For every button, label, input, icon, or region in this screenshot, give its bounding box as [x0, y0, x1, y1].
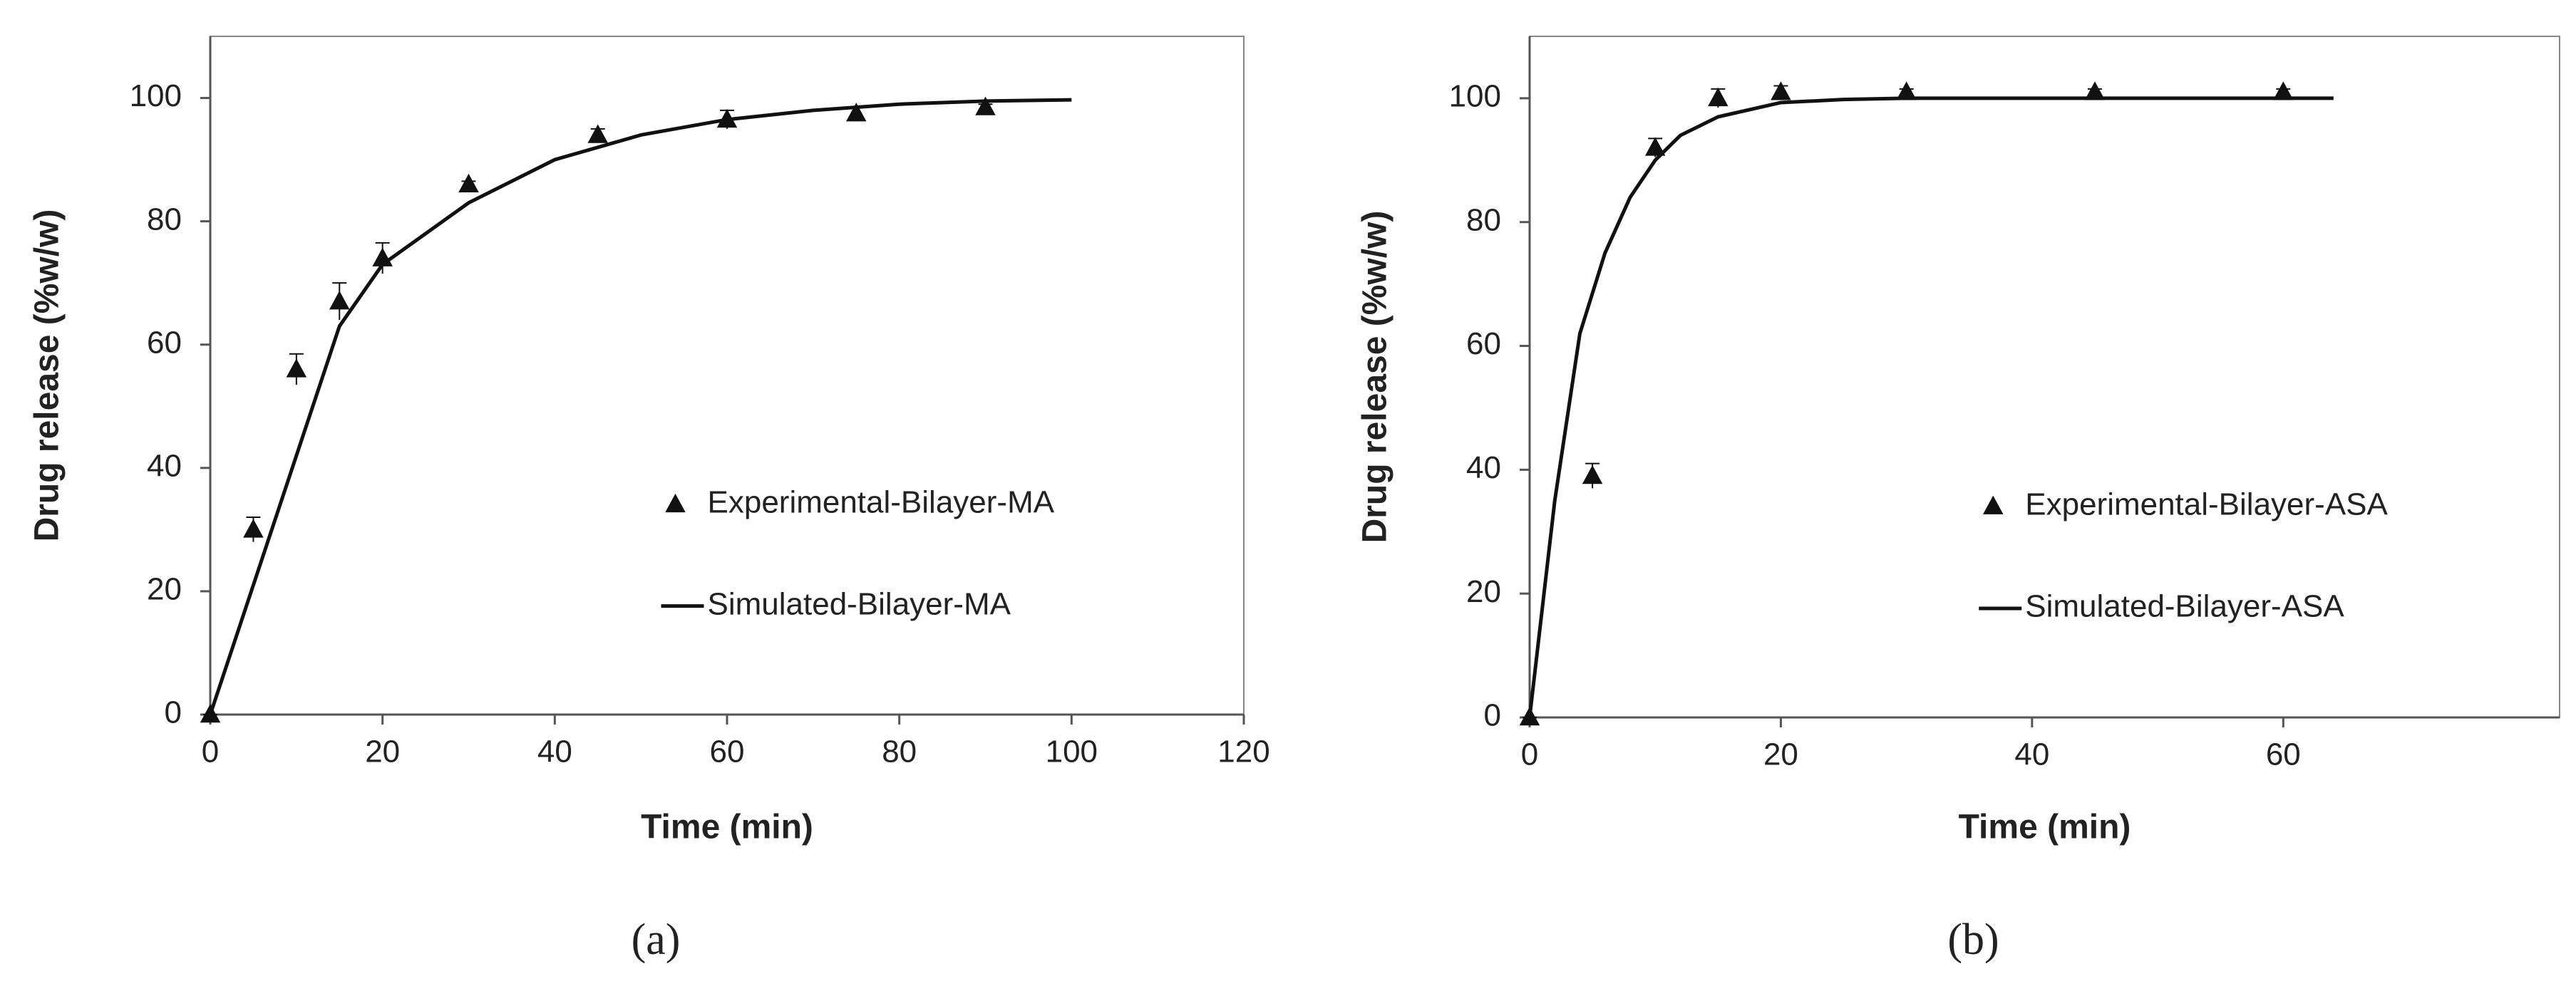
data-point — [1644, 137, 1666, 156]
legend-marker — [665, 493, 686, 513]
y-tick-label: 60 — [1466, 326, 1501, 361]
x-tick-label: 0 — [202, 735, 219, 769]
y-tick-label: 60 — [147, 325, 182, 360]
caption: (a) — [632, 915, 681, 964]
data-point — [329, 291, 350, 310]
x-tick-label: 100 — [1046, 735, 1098, 769]
x-tick-label: 60 — [710, 735, 745, 769]
x-tick-label: 0 — [1521, 737, 1538, 772]
data-point — [1771, 81, 1791, 100]
chart: 0 20 40 60 80 100 120 0 20 40 60 80 100 Time (min) Dru… — [29, 36, 1270, 964]
data-point — [1708, 87, 1729, 107]
y-axis-title: Drug release (%w/w) — [1356, 211, 1394, 544]
x-tick-label: 40 — [537, 735, 572, 769]
data-point — [2273, 81, 2294, 100]
data-point — [243, 519, 264, 538]
data-point — [975, 96, 996, 115]
y-tick-label: 40 — [1466, 450, 1501, 485]
data-point — [1582, 465, 1603, 484]
data-point — [587, 124, 608, 143]
legend-label: Simulated-Bilayer-ASA — [2025, 589, 2344, 624]
x-tick-label: 20 — [365, 735, 400, 769]
chart: 0 20 40 60 0 20 40 60 80 100 Time (min) Drug releas… — [1356, 36, 2560, 964]
y-tick-label: 20 — [147, 572, 182, 607]
y-tick-label: 100 — [130, 78, 182, 113]
y-tick-label: 0 — [165, 695, 182, 730]
x-tick-label: 80 — [882, 735, 917, 769]
y-tick-label: 40 — [147, 448, 182, 483]
data-point — [458, 173, 479, 192]
y-tick-label: 80 — [147, 202, 182, 237]
data-point — [1896, 81, 1917, 100]
y-tick-label: 20 — [1466, 574, 1501, 609]
legend-label: Experimental-Bilayer-ASA — [2025, 487, 2388, 522]
x-axis-title: Time (min) — [1959, 809, 2131, 846]
legend-label: Experimental-Bilayer-MA — [708, 485, 1055, 520]
data-point — [286, 358, 307, 378]
y-tick-label: 100 — [1449, 79, 1501, 114]
y-tick-label: 0 — [1484, 698, 1501, 733]
y-axis-title: Drug release (%w/w) — [29, 209, 66, 542]
legend-label: Simulated-Bilayer-MA — [708, 586, 1011, 621]
data-point — [2084, 81, 2106, 100]
series-line — [1527, 96, 2334, 718]
x-tick-label: 120 — [1217, 735, 1269, 769]
series-line — [208, 98, 1072, 715]
data-point — [846, 103, 867, 122]
x-axis-title: Time (min) — [641, 809, 813, 846]
y-tick-label: 80 — [1466, 202, 1501, 237]
legend-marker — [1983, 495, 2004, 514]
x-tick-label: 20 — [1763, 737, 1798, 772]
caption: (b) — [1947, 915, 1999, 964]
x-tick-label: 40 — [2014, 737, 2049, 772]
x-tick-label: 60 — [2266, 737, 2301, 772]
